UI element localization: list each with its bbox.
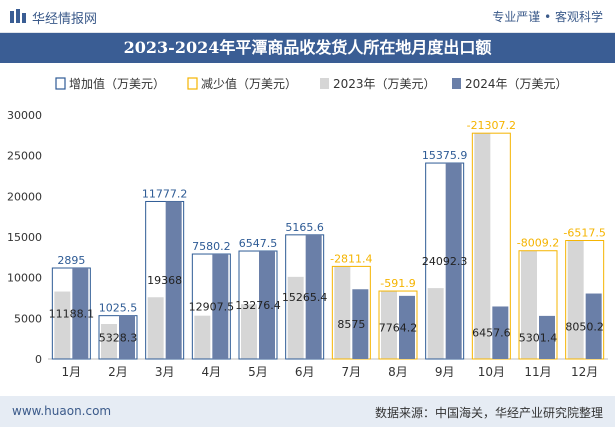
bar-2024 xyxy=(72,268,89,359)
bar-2023 xyxy=(567,240,584,359)
brand-name: 华经情报网 xyxy=(32,12,98,27)
decrease-box xyxy=(565,240,605,360)
x-tick-label: 10月 xyxy=(478,365,505,379)
x-tick-label: 4月 xyxy=(202,365,222,379)
header-bar: 华经情报网 专业严谨 • 客观科学 xyxy=(0,0,615,33)
change-label: -6517.5 xyxy=(563,227,605,240)
value-label-2024: 13276.4 xyxy=(235,299,281,312)
bar-2023 xyxy=(54,291,71,359)
change-label: 7580.2 xyxy=(192,240,231,253)
y-tick-label: 20000 xyxy=(7,190,42,203)
title-bar: 2023-2024年平潭商品收发货人所在地月度出口额 xyxy=(0,33,615,63)
bar-2024 xyxy=(585,293,602,359)
bar-2023 xyxy=(474,133,491,359)
decrease-box xyxy=(331,265,371,360)
tagline: 专业严谨 • 客观科学 xyxy=(492,10,603,24)
bar-2023 xyxy=(241,304,257,359)
change-label: -591.9 xyxy=(380,277,415,290)
change-label: 6547.5 xyxy=(239,237,278,250)
increase-box xyxy=(98,315,138,360)
bar-2023 xyxy=(101,324,117,359)
increase-box xyxy=(51,267,91,360)
bar-2024 xyxy=(119,315,135,359)
x-tick-label: 12月 xyxy=(571,365,598,379)
x-tick-label: 6月 xyxy=(295,365,315,379)
bar-2024 xyxy=(352,289,369,359)
legend-label: 2024年（万美元） xyxy=(465,77,568,91)
footer-url: www.huaon.com xyxy=(12,404,112,418)
bar-2023 xyxy=(147,297,164,359)
x-tick-label: 7月 xyxy=(342,365,362,379)
value-label-2024: 5301.4 xyxy=(519,331,558,344)
value-label-2024: 5328.3 xyxy=(99,331,138,344)
change-label: 5165.6 xyxy=(285,221,324,234)
y-tick-label: 5000 xyxy=(14,312,42,325)
value-label-2024: 19368 xyxy=(147,274,182,287)
legend-label: 增加值（万美元） xyxy=(69,76,165,91)
legend-swatch-inc xyxy=(55,77,66,90)
change-label: -8009.2 xyxy=(517,237,559,250)
bar-2024 xyxy=(399,295,415,359)
bar-2024 xyxy=(212,254,229,359)
chart-area: 增加值（万美元） 减少值（万美元） 2023年（万美元） 2024年（万美元） 0 500… xyxy=(7,76,608,379)
increase-box xyxy=(145,200,185,360)
value-label-2024: 8050.2 xyxy=(565,320,604,333)
y-tick-label: 0 xyxy=(35,353,42,366)
change-label: -2811.4 xyxy=(330,252,372,265)
x-tick-label: 1月 xyxy=(62,365,82,379)
bar-2024 xyxy=(305,234,322,359)
bar-2024 xyxy=(539,315,555,359)
chart-title: 2023-2024年平潭商品收发货人所在地月度出口额 xyxy=(123,38,492,57)
change-label: 15375.9 xyxy=(422,149,468,162)
increase-box xyxy=(425,162,465,360)
legend-label: 减少值（万美元） xyxy=(201,76,297,91)
bar-2024 xyxy=(259,251,275,359)
x-tick-label: 5月 xyxy=(248,365,268,379)
decrease-box xyxy=(471,132,511,360)
legend-swatch-s2024 xyxy=(452,78,461,89)
logo-icon xyxy=(10,9,26,23)
increase-box xyxy=(285,234,325,360)
value-label-2024: 6457.6 xyxy=(472,327,511,340)
value-label-2024: 11188.1 xyxy=(49,308,95,321)
y-tick-label: 30000 xyxy=(7,109,42,122)
bar-2023 xyxy=(521,250,537,359)
change-label: 1025.5 xyxy=(99,302,138,315)
bar-2024 xyxy=(492,306,509,359)
value-label-2024: 24092.3 xyxy=(422,255,468,268)
x-tick-label: 9月 xyxy=(435,365,455,379)
change-label: -21307.2 xyxy=(467,119,516,132)
bar-2024 xyxy=(445,163,462,359)
legend-swatch-dec xyxy=(187,77,198,90)
value-label-2024: 8575 xyxy=(337,318,365,331)
bar-2023 xyxy=(427,288,444,359)
bar-2023 xyxy=(194,315,211,359)
decrease-box xyxy=(518,250,558,360)
footer-bar: www.huaon.com 数据来源：中国海关，华经产业研究院整理 xyxy=(0,396,615,427)
bar-2023 xyxy=(381,291,397,359)
bar-2023 xyxy=(287,276,304,359)
x-tick-label: 11月 xyxy=(524,365,551,379)
increase-box xyxy=(191,253,231,360)
legend-swatch-s2023 xyxy=(320,78,329,89)
x-tick-label: 8月 xyxy=(388,365,408,379)
value-label-2024: 15265.4 xyxy=(282,291,328,304)
change-label: 2895 xyxy=(57,254,85,267)
decrease-box xyxy=(378,290,418,360)
change-label: 11777.2 xyxy=(142,187,188,200)
y-tick-label: 15000 xyxy=(7,231,42,244)
bar-2024 xyxy=(165,201,182,359)
y-tick-label: 10000 xyxy=(7,272,42,285)
value-label-2024: 12907.5 xyxy=(189,301,235,314)
bar-2023 xyxy=(334,266,351,359)
value-label-2024: 7764.2 xyxy=(379,321,418,334)
x-tick-label: 2月 xyxy=(108,365,128,379)
data-source: 数据来源：中国海关，华经产业研究院整理 xyxy=(374,406,603,420)
increase-box xyxy=(238,250,278,360)
legend-label: 2023年（万美元） xyxy=(333,77,436,91)
x-tick-label: 3月 xyxy=(155,365,175,379)
y-tick-label: 25000 xyxy=(7,150,42,163)
